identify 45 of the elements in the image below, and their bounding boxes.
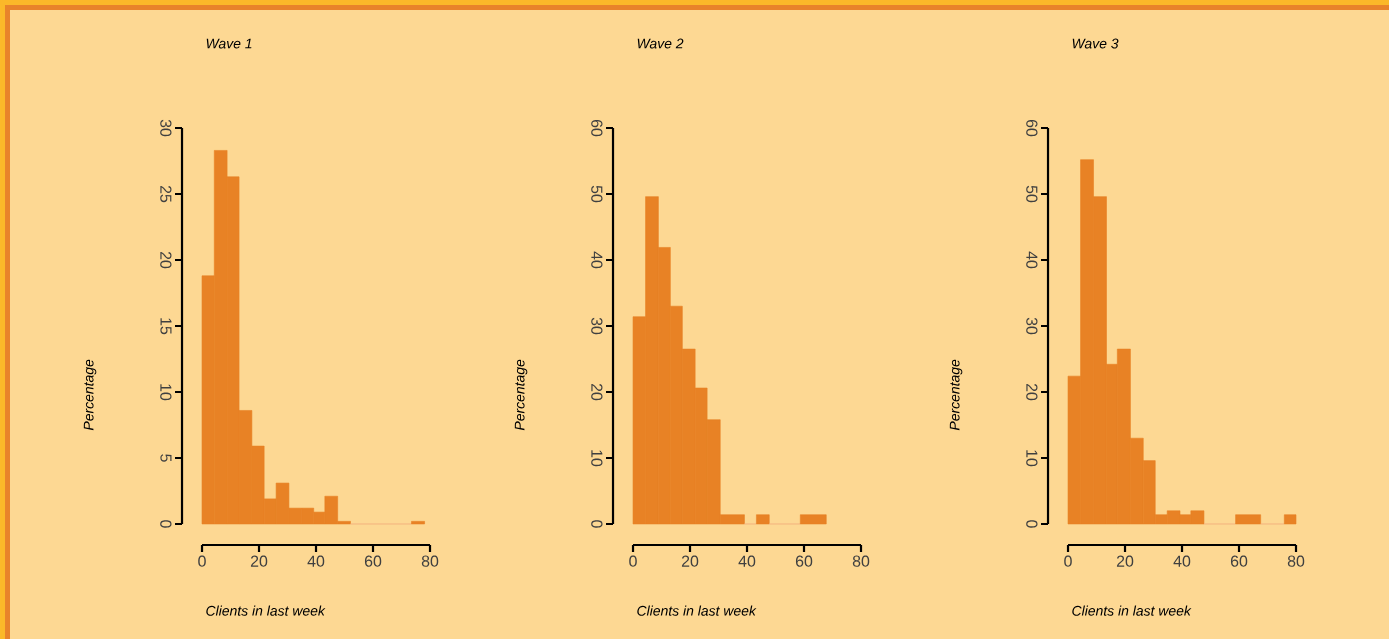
x-tick-label: 80 (1287, 555, 1305, 567)
y-tick-label: 10 (160, 384, 172, 401)
x-tick-label: 80 (852, 555, 870, 567)
y-tick-label: 25 (160, 185, 172, 203)
y-axis-title: Percentage (514, 359, 528, 431)
y-tick-label: 30 (1026, 317, 1038, 335)
y-tick-label: 20 (591, 383, 603, 401)
y-tick-label: 15 (160, 318, 172, 335)
y-tick-label: 10 (591, 450, 603, 467)
y-tick-label: 40 (591, 251, 603, 269)
chart-title: Wave 3 (1072, 38, 1119, 49)
y-tick-label: 0 (160, 520, 172, 528)
y-tick-label: 60 (1026, 119, 1038, 137)
y-axis-title: Percentage (949, 359, 963, 431)
y-tick-label: 30 (160, 119, 172, 137)
y-tick-label: 0 (591, 520, 603, 528)
x-tick-label: 60 (1230, 555, 1248, 567)
x-tick-label: 20 (681, 555, 699, 567)
y-tick-label: 0 (1026, 520, 1038, 528)
x-tick-label: 0 (1064, 555, 1072, 567)
x-tick-label: 60 (795, 555, 813, 567)
y-tick-label: 50 (591, 185, 603, 203)
x-axis-title: Clients in last week (637, 605, 757, 616)
x-tick-label: 40 (1173, 555, 1191, 567)
y-tick-label: 20 (1026, 383, 1038, 401)
x-tick-label: 40 (738, 555, 756, 567)
y-tick-label: 60 (591, 119, 603, 137)
x-tick-label: 0 (629, 555, 637, 567)
y-tick-label: 20 (160, 251, 172, 269)
x-axis-title: Clients in last week (1072, 605, 1192, 616)
y-tick-label: 10 (1026, 450, 1038, 467)
x-tick-label: 0 (198, 555, 206, 567)
y-tick-label: 30 (591, 317, 603, 335)
y-tick-label: 50 (1026, 185, 1038, 203)
x-tick-label: 20 (250, 555, 268, 567)
x-tick-label: 60 (364, 555, 382, 567)
x-tick-label: 20 (1116, 555, 1134, 567)
x-tick-label: 40 (307, 555, 325, 567)
y-axis-title: Percentage (83, 359, 97, 431)
y-tick-label: 5 (160, 454, 172, 462)
y-tick-label: 40 (1026, 251, 1038, 269)
chart-title: Wave 2 (637, 38, 684, 49)
x-axis-title: Clients in last week (206, 605, 326, 616)
chart-title: Wave 1 (206, 38, 252, 49)
x-tick-label: 80 (421, 555, 439, 567)
